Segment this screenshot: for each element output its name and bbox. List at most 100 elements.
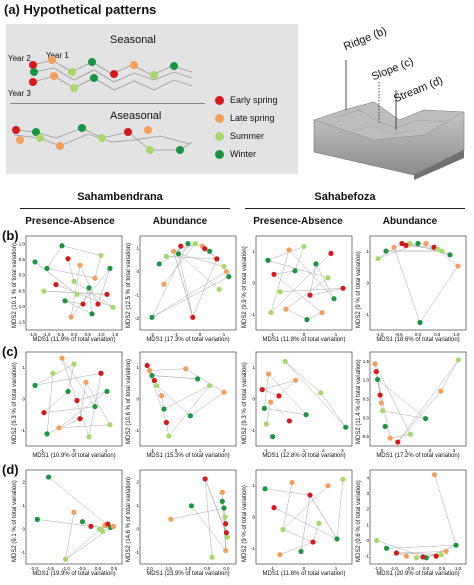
data-point: [403, 242, 409, 248]
data-point: [422, 415, 429, 422]
plot-c-sahambendrana-pa: -1 0 1 -1 0 1 MDS1 (10.9% of total variation) M…: [12, 348, 126, 460]
data-point: [298, 548, 304, 555]
connector-line: [267, 246, 305, 261]
data-point: [223, 268, 229, 275]
panel-d-label: (d): [2, 462, 19, 477]
connector-line: [434, 474, 457, 546]
data-point: [151, 377, 157, 384]
data-point: [86, 434, 92, 440]
y-axis-label: MDS2 (9.3 % of total variation): [12, 362, 18, 444]
y-axis-label: MDS2 (9 % of total variation): [242, 485, 248, 562]
connector-line: [264, 373, 269, 409]
plot-c-sahambendrana-ab: -1 0 1 2 -1 0 1 MDS1 (15.3% of total variation)…: [126, 348, 240, 460]
x-tick-label: -1: [150, 448, 154, 453]
x-tick-label: -2.0: [30, 566, 38, 571]
data-point: [92, 403, 98, 410]
plot-frame: [25, 469, 123, 565]
data-point: [393, 550, 400, 556]
data-point: [307, 492, 313, 498]
connector-line: [270, 253, 332, 313]
x-tick-label: -1.0: [43, 332, 51, 337]
data-point: [307, 292, 313, 298]
late-spring-dot: [215, 113, 224, 123]
data-point: [74, 397, 80, 404]
x-tick-label: -0.5: [395, 332, 403, 337]
y-axis-label: MDS2 (12.5 % of total variation): [126, 242, 132, 328]
data-point: [301, 243, 307, 250]
data-point: [154, 382, 160, 389]
data-point: [259, 387, 265, 393]
connector-line: [190, 392, 225, 416]
connector-line: [374, 363, 411, 435]
data-point: [372, 361, 378, 367]
x-axis-label: MDS1 (20.9% of total variation): [376, 571, 460, 577]
x-axis-label: MDS1 (23.9% of total variation): [146, 571, 230, 577]
legend-label: Early spring: [230, 95, 278, 105]
data-point: [144, 362, 150, 369]
plot-c-sahabefoza-ab: 0 1 2 3 -0.5 0.0 0.5 1.0 1.5 MDS1 (17.2% of total…: [356, 348, 470, 460]
plot-d-sahabefoza-ab: -1.5 -1.0 -0.5 0.0 0.5 1.0 -1 0 1 2 3 4 MDS1 (20.9% …: [356, 466, 470, 578]
x-tick-label: 1: [335, 332, 338, 337]
x-tick-label: 0: [284, 448, 287, 453]
data-point: [435, 246, 441, 252]
scatter-svg: -1.5 -1.0 -0.5 0.0 0.5 1.0 -1 0 1 2 3 4: [365, 469, 467, 571]
plot-frame: [139, 235, 237, 331]
data-point: [223, 547, 229, 554]
y-tick-label: 1.5: [363, 359, 370, 364]
connector-line: [315, 263, 335, 299]
data-point: [71, 278, 77, 284]
data-point: [383, 545, 390, 551]
x-tick-label: 1: [223, 332, 226, 337]
y-tick-label: -1.5: [18, 320, 25, 325]
data-point: [268, 309, 274, 316]
plot-frame: [255, 235, 353, 331]
y-axis-label: MDS2 (9.9 % of total variation): [242, 246, 248, 328]
x-tick-label: -1: [270, 332, 274, 337]
connector-line: [393, 247, 421, 323]
y-tick-label: -1: [135, 292, 139, 297]
plot-b-sahabefoza-ab: -1.0 -0.5 0.0 0.5 1.0 -1 0 1 MDS1 (18.6% of tota…: [356, 232, 470, 344]
connector-line: [79, 265, 99, 305]
connector-line: [386, 544, 457, 549]
data-point: [282, 358, 288, 364]
connector-line: [306, 312, 323, 320]
y-tick-label: 0: [136, 397, 139, 402]
plot-frame: [255, 469, 353, 565]
data-point: [209, 554, 215, 560]
connector-line: [94, 255, 102, 279]
y-tick-label: 2: [366, 507, 369, 512]
data-point: [53, 282, 59, 288]
data-point: [417, 319, 423, 326]
early-spring-dot: [215, 95, 224, 105]
data-point: [378, 400, 384, 406]
connector-line: [278, 380, 296, 397]
x-tick-label: 2: [322, 448, 325, 453]
x-axis-label: MDS1 (19.9% of total variation): [32, 571, 116, 577]
data-point: [104, 388, 110, 395]
data-point: [202, 476, 208, 482]
data-point: [286, 247, 292, 253]
data-point: [171, 248, 177, 254]
connector-line: [376, 540, 427, 558]
data-point: [147, 367, 153, 374]
scatter-svg: -1 0 1 2 3 -1 0 1: [251, 351, 353, 453]
x-tick-label: -1.0: [376, 332, 384, 337]
data-point: [195, 376, 201, 382]
legend-early-spring: Early spring: [215, 95, 278, 105]
plot-d-sahambendrana-pa: -2.0 -1.5 -1.0 -0.5 0.0 0.5 -1 0 1 2 MDS1 (19.9% o…: [12, 466, 126, 578]
connector-line: [285, 361, 346, 428]
connector-line: [377, 379, 426, 419]
data-point: [45, 474, 52, 480]
y-tick-label: 1: [252, 483, 255, 488]
x-tick-label: 0.5: [111, 566, 118, 571]
plot-frame: [369, 351, 467, 447]
data-point: [163, 253, 169, 259]
data-point: [80, 301, 86, 307]
data-point: [71, 361, 77, 367]
y-tick-label: 1: [366, 522, 369, 527]
y-tick-label: -1.0: [18, 304, 25, 309]
seasonal-label: Seasonal: [110, 34, 156, 46]
data-point: [374, 537, 380, 544]
legend-label: Late spring: [230, 113, 275, 123]
data-point: [219, 498, 225, 504]
